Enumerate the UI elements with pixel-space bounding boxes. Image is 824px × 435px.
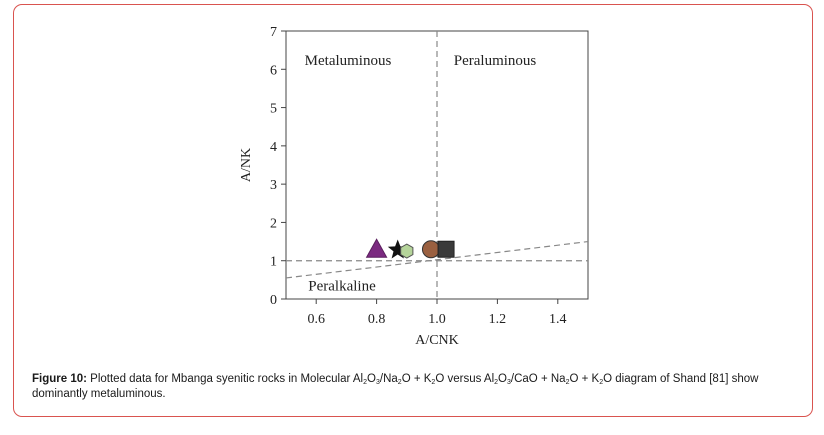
caption-subscript: 2	[431, 379, 436, 386]
caption-fragment: O	[498, 373, 507, 385]
caption-fragment: /CaO + Na	[510, 373, 566, 385]
x-tick-label: 1.2	[489, 312, 507, 327]
caption-label: Figure 10:	[32, 373, 87, 385]
caption-subscript: 2	[363, 379, 368, 386]
y-axis-label: A/NK	[239, 148, 254, 182]
y-tick-label: 3	[270, 178, 277, 193]
caption-subscript: 2	[599, 379, 604, 386]
x-tick-label: 1.4	[549, 312, 567, 327]
point-star	[387, 239, 408, 259]
chart-labels: A/CNK A/NK Metaluminous Peraluminous Peralka…	[239, 53, 536, 348]
figure-caption: Figure 10: Plotted data for Mbanga syeni…	[32, 372, 802, 402]
field-label-peralkaline: Peralkaline	[308, 279, 376, 295]
caption-subscript: 3	[375, 379, 380, 386]
point-triangle	[365, 238, 388, 258]
x-tick-label: 0.8	[368, 312, 386, 327]
y-tick-label: 7	[270, 25, 277, 40]
point-circle	[421, 240, 440, 259]
caption-fragment: O + K	[401, 373, 432, 385]
y-tick-label: 5	[270, 102, 277, 117]
caption-fragment: /Na	[379, 373, 398, 385]
x-axis-label: A/CNK	[415, 333, 459, 348]
y-tick-label: 6	[270, 63, 277, 78]
caption-fragment: O diagram of Shand [81] show dominantly …	[32, 373, 759, 400]
caption-subscript: 2	[494, 379, 499, 386]
caption-fragment: Plotted data for Mbanga syenitic rocks i…	[86, 373, 364, 385]
x-tick-label: 0.6	[307, 312, 325, 327]
field-label-metaluminous: Metaluminous	[305, 53, 392, 69]
caption-fragment: O versus Al	[435, 373, 495, 385]
boundary-diagonal	[285, 240, 589, 279]
field-boundaries	[285, 31, 589, 299]
data-points	[365, 238, 455, 259]
caption-subscript: 3	[507, 379, 511, 386]
y-tick-label: 4	[270, 140, 277, 155]
caption-subscript: 2	[565, 379, 570, 386]
caption-fragment: O + K	[569, 373, 600, 385]
x-tick-label: 1.0	[428, 312, 446, 327]
caption-text: Plotted data for Mbanga syenitic rocks i…	[32, 373, 758, 400]
y-tick-label: 1	[270, 255, 277, 270]
point-hexagon	[400, 243, 414, 259]
caption-fragment: O	[367, 373, 376, 385]
y-tick-label: 0	[270, 293, 277, 308]
caption-subscript: 2	[397, 379, 402, 386]
figure-frame	[13, 4, 813, 417]
point-square	[437, 240, 455, 258]
field-label-peraluminous: Peraluminous	[454, 53, 537, 69]
y-tick-label: 2	[270, 216, 277, 231]
